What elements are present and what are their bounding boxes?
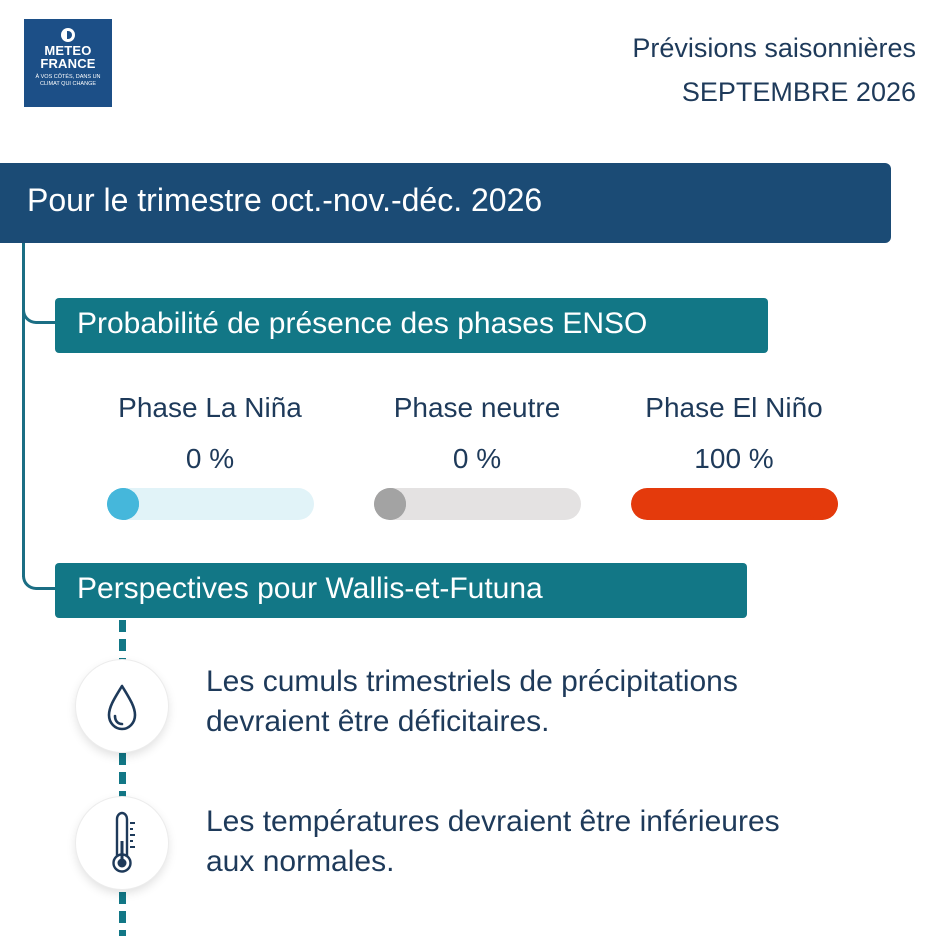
phase-label: Phase La Niña [118, 392, 302, 423]
main-banner: Pour le trimestre oct.-nov.-déc. 2026 [0, 163, 891, 243]
logo-tagline: À VOS CÔTÉS, DANS UN CLIMAT QUI CHANGE [35, 74, 101, 87]
phase-la-nina: Phase La Niña 0 % [85, 390, 335, 477]
temperature-outlook-text: Les températures devraient être inférieu… [206, 802, 906, 882]
phase-neutral: Phase neutre 0 % [352, 390, 602, 477]
enso-section-title: Probabilité de présence des phases ENSO [55, 298, 768, 353]
thermometer-icon-badge [76, 797, 168, 889]
bar-knob [806, 488, 838, 520]
logo-line1: METEO [44, 43, 92, 58]
phase-value: 100 % [694, 443, 774, 474]
dotted-connector [119, 892, 126, 936]
phase-label: Phase neutre [393, 392, 561, 423]
water-drop-icon-badge [76, 660, 168, 752]
text-line: Les températures devraient être inférieu… [206, 805, 780, 838]
bar-knob [374, 488, 406, 520]
tree-connector-line [22, 243, 25, 577]
la-nina-probability-bar [107, 488, 314, 520]
precipitation-outlook-text: Les cumuls trimestriels de précipitation… [206, 662, 906, 742]
water-drop-icon [107, 684, 137, 731]
bar-knob [107, 488, 139, 520]
tree-branch-outlook [22, 568, 58, 590]
phase-label: Phase El Niño [645, 392, 823, 423]
meteo-france-logo: METEO FRANCE À VOS CÔTÉS, DANS UN CLIMAT… [24, 19, 112, 107]
text-line: aux normales. [206, 845, 395, 878]
neutral-probability-bar [374, 488, 581, 520]
tree-branch-enso [22, 302, 58, 324]
header-title: Prévisions saisonnières SEPTEMBRE 2026 [632, 26, 916, 114]
text-line: Les cumuls trimestriels de précipitation… [206, 665, 738, 698]
phase-value: 0 % [452, 443, 502, 474]
dotted-connector [119, 620, 126, 660]
phase-el-nino: Phase El Niño 100 % [609, 390, 859, 477]
logo-mark-icon [61, 28, 75, 42]
header-line2: SEPTEMBRE 2026 [681, 77, 916, 107]
bar-fill [631, 488, 838, 520]
header-line1: Prévisions saisonnières [632, 33, 916, 63]
phase-value: 0 % [185, 443, 235, 474]
thermometer-icon [112, 811, 135, 873]
outlook-section-title: Perspectives pour Wallis-et-Futuna [55, 563, 747, 618]
el-nino-probability-bar [631, 488, 838, 520]
text-line: devraient être déficitaires. [206, 705, 550, 738]
dotted-connector [119, 753, 126, 803]
logo-line2: FRANCE [40, 56, 96, 71]
